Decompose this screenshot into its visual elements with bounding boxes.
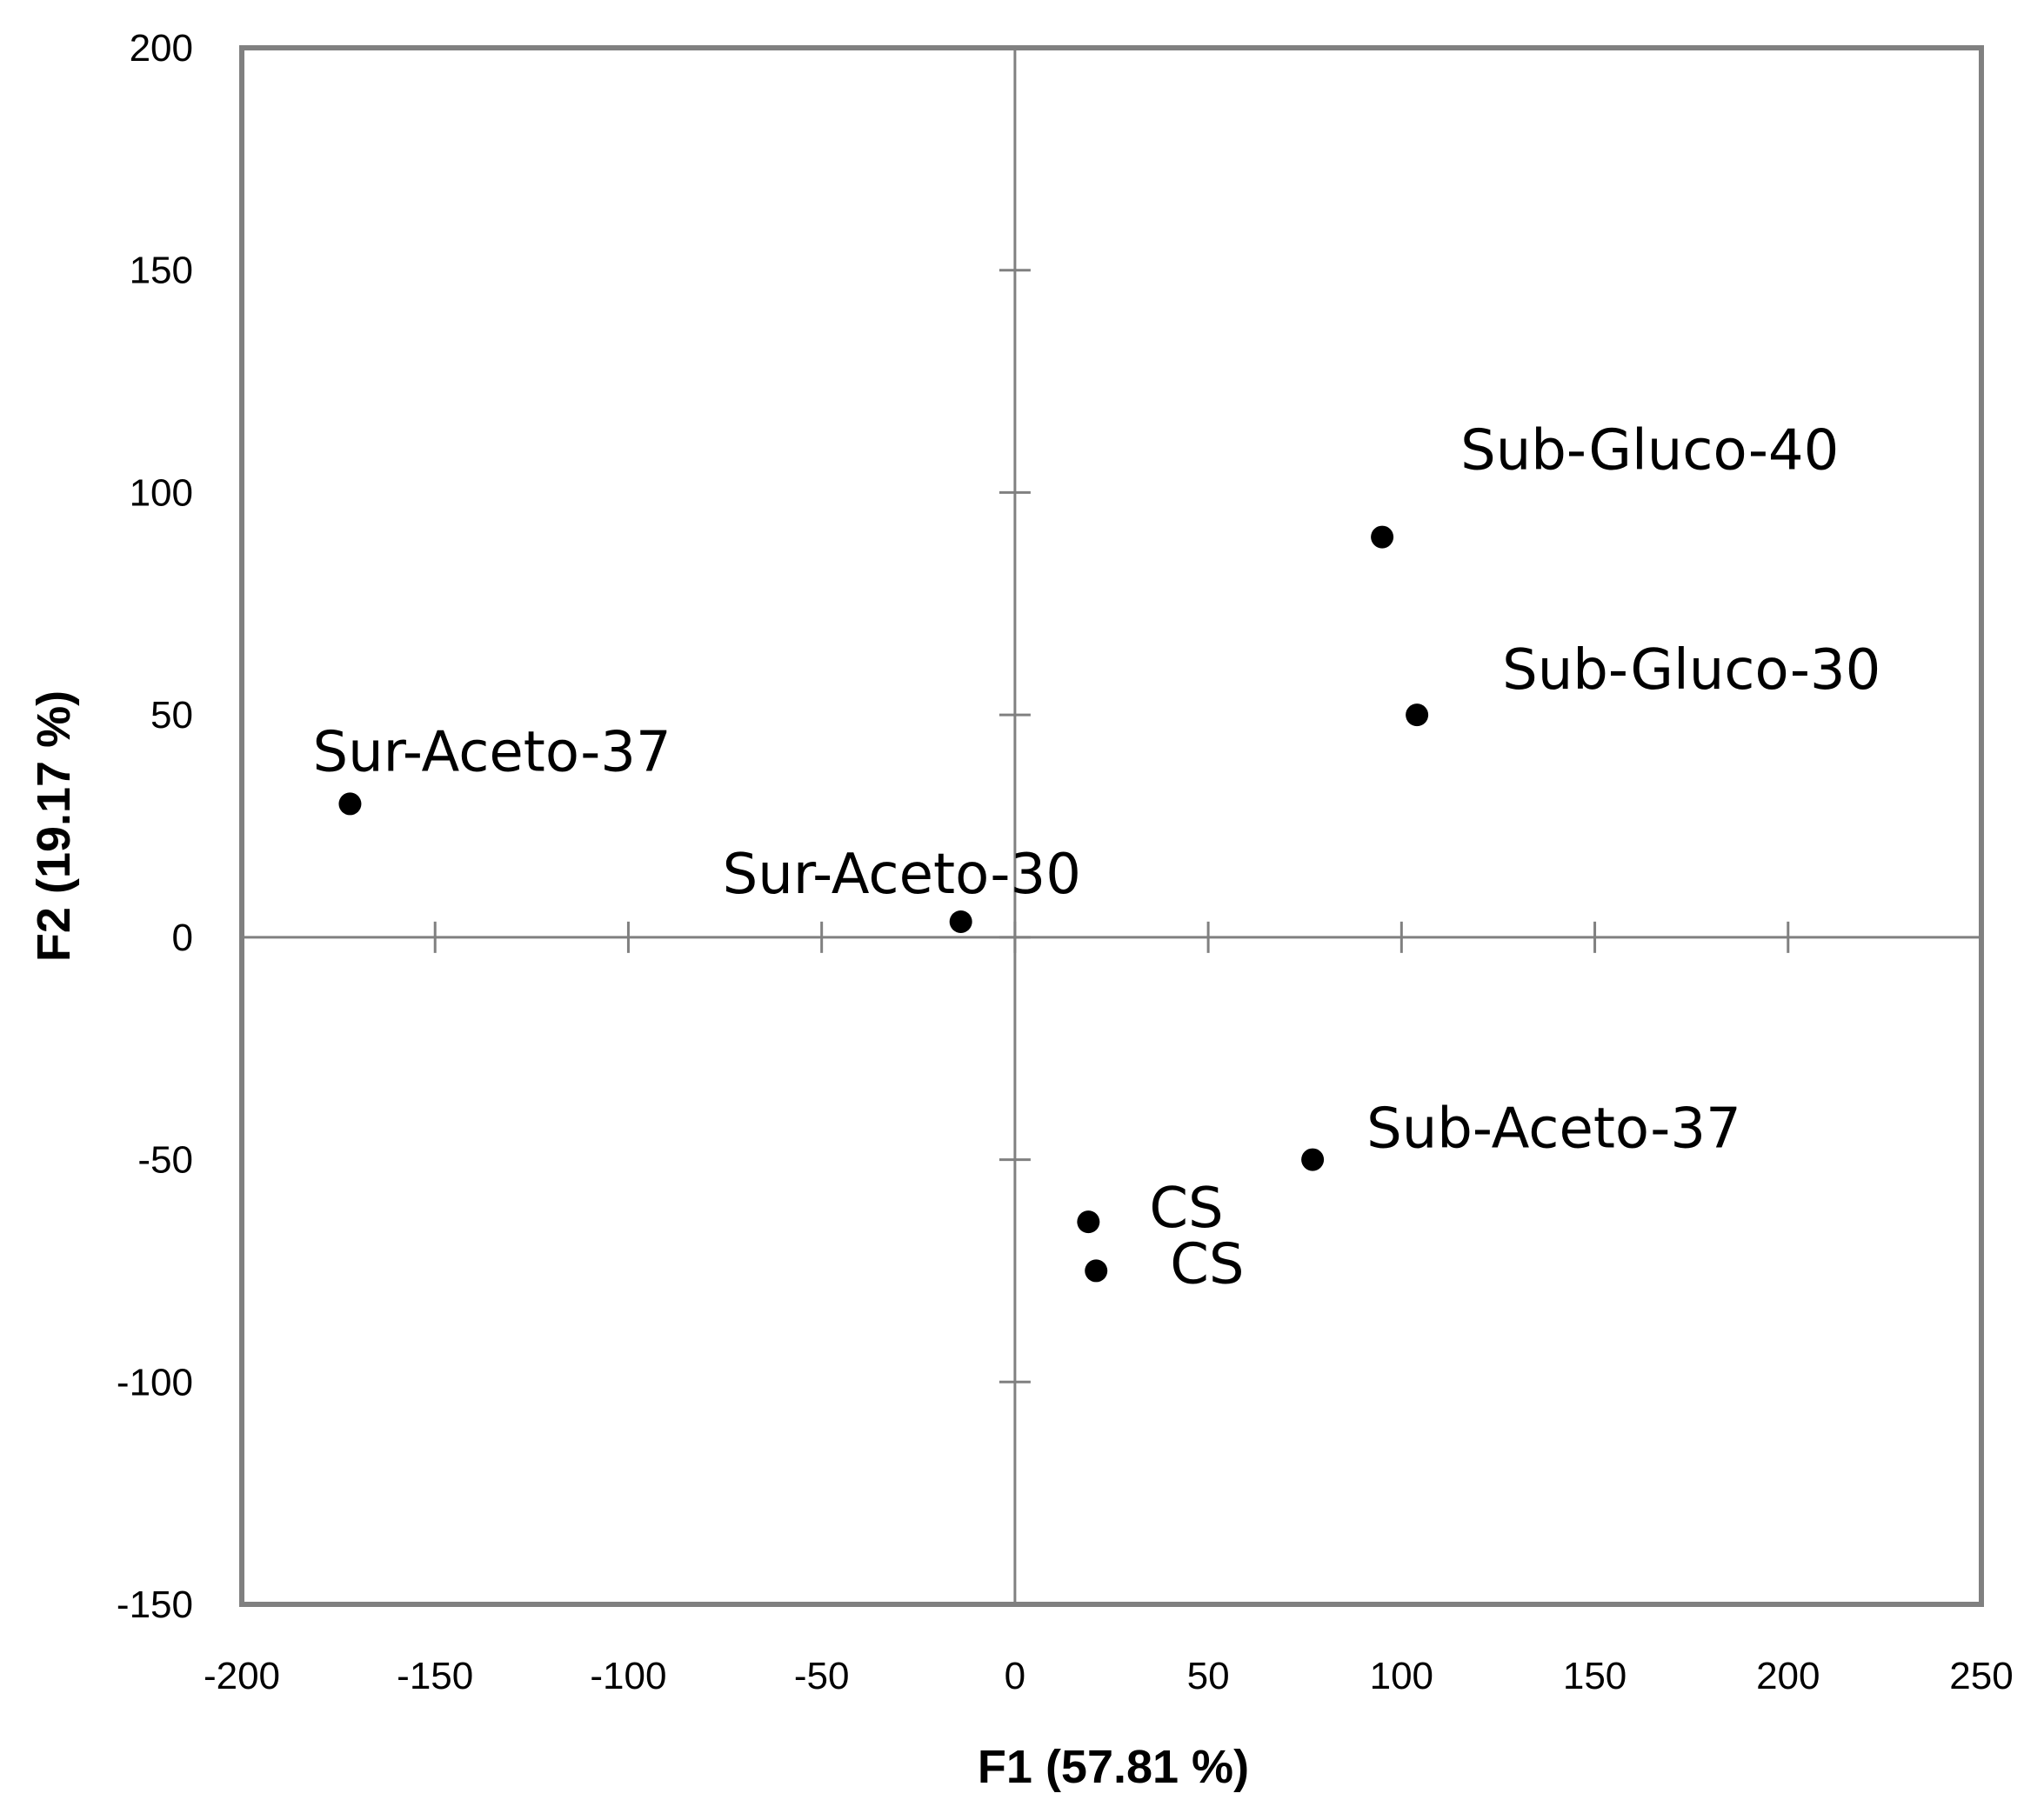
data-point bbox=[1406, 703, 1429, 727]
data-point-label: Sur-Aceto-37 bbox=[312, 720, 671, 784]
x-tick-label: -200 bbox=[204, 1655, 280, 1697]
y-tick-label: -150 bbox=[117, 1583, 193, 1626]
x-tick-label: 250 bbox=[1949, 1655, 2013, 1697]
y-tick-label: -100 bbox=[117, 1361, 193, 1403]
y-tick-label: 50 bbox=[150, 694, 193, 737]
data-point bbox=[1077, 1210, 1100, 1234]
x-tick-label: -100 bbox=[590, 1655, 666, 1697]
y-tick-label: 0 bbox=[172, 917, 193, 959]
ticks-layer: -200 -150 -100 -50 0 50 100 150 200 250 -150 -100 -5… bbox=[117, 27, 2014, 1697]
data-point bbox=[949, 910, 972, 933]
x-tick-label: -50 bbox=[794, 1655, 850, 1697]
x-tick-label: 50 bbox=[1187, 1655, 1230, 1697]
x-tick-label: 200 bbox=[1756, 1655, 1820, 1697]
data-point-label: Sub-Gluco-30 bbox=[1502, 638, 1880, 703]
x-tick-label: 0 bbox=[1005, 1655, 1025, 1697]
y-tick-label: 200 bbox=[130, 27, 193, 70]
x-tick-label: 100 bbox=[1370, 1655, 1433, 1697]
points-layer: Sur-Aceto-37 Sur-Aceto-30 Sub-Gluco-40 Sub-… bbox=[312, 419, 1880, 1297]
y-axis-title: F2 (19.17 %) bbox=[28, 690, 80, 962]
plot-area-frame bbox=[239, 45, 1984, 1607]
data-point bbox=[1085, 1259, 1108, 1283]
axes-layer bbox=[242, 48, 1981, 1604]
y-tick-label: -50 bbox=[137, 1139, 193, 1182]
x-tick-label: -150 bbox=[397, 1655, 473, 1697]
x-tick-label: 150 bbox=[1563, 1655, 1627, 1697]
data-point-label: Sub-Gluco-40 bbox=[1460, 419, 1839, 483]
data-point-label: Sur-Aceto-30 bbox=[723, 843, 1081, 907]
data-point bbox=[1301, 1148, 1325, 1171]
data-point-label: CS bbox=[1149, 1177, 1223, 1241]
data-point bbox=[338, 792, 362, 816]
y-tick-label: 100 bbox=[130, 471, 193, 514]
x-axis-title: F1 (57.81 %) bbox=[978, 1741, 1249, 1793]
data-point bbox=[1371, 525, 1394, 549]
y-tick-label: 150 bbox=[130, 250, 193, 292]
data-point-label: CS bbox=[1170, 1232, 1244, 1297]
data-point-label: Sub-Aceto-37 bbox=[1366, 1097, 1741, 1162]
